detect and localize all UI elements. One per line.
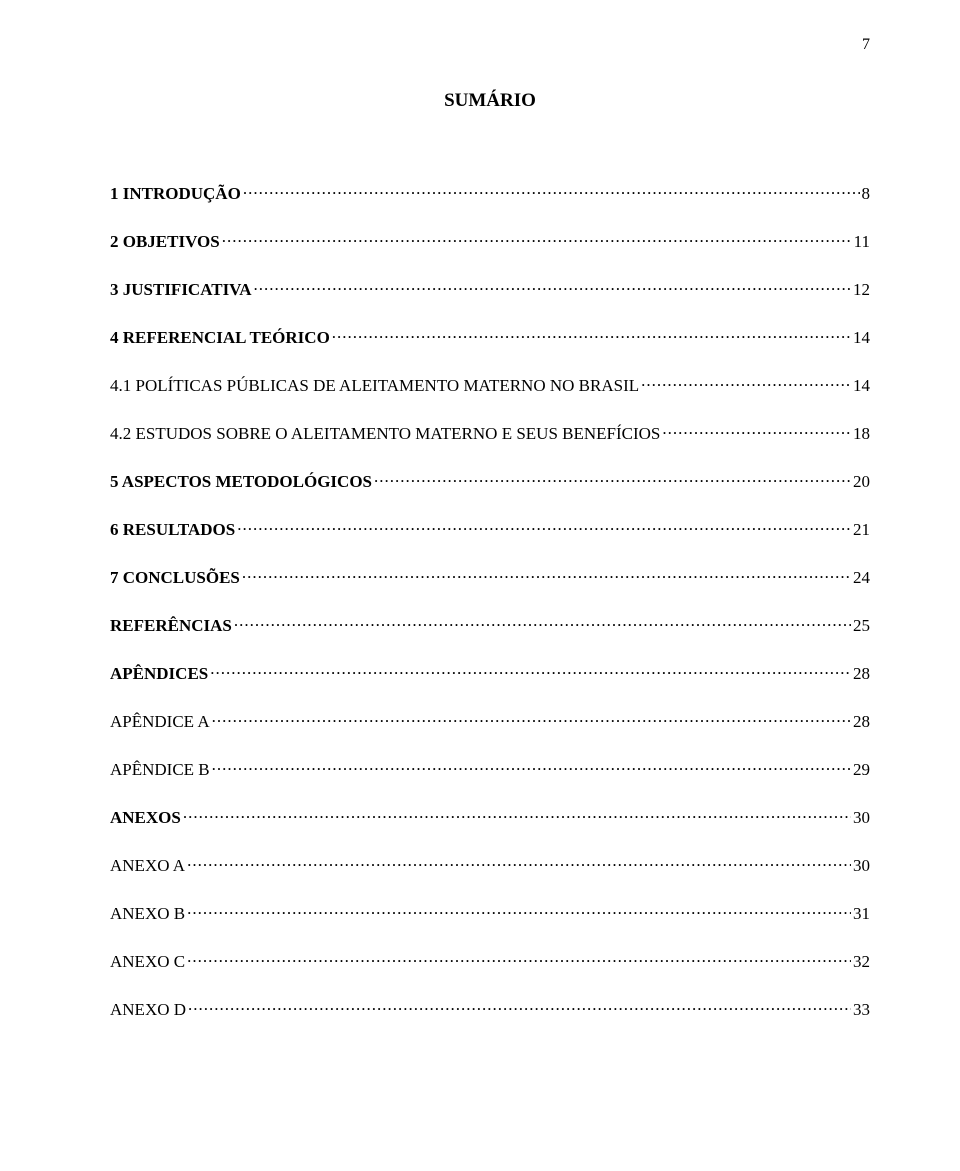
toc-entry: 3 JUSTIFICATIVA 12 <box>110 278 870 300</box>
toc-dots <box>234 614 851 631</box>
toc-entry: 4.2 ESTUDOS SOBRE O ALEITAMENTO MATERNO … <box>110 422 870 444</box>
toc-entry-label: APÊNDICES <box>110 664 208 684</box>
toc-entry: 4 REFERENCIAL TEÓRICO 14 <box>110 326 870 348</box>
toc-entry-page: 21 <box>853 520 870 540</box>
toc-entry: ANEXO A 30 <box>110 854 870 876</box>
toc-entry-label: APÊNDICE A <box>110 712 210 732</box>
toc-entry-label: ANEXO A <box>110 856 185 876</box>
toc-entry: REFERÊNCIAS 25 <box>110 614 870 636</box>
toc-entry: ANEXO D 33 <box>110 998 870 1020</box>
toc-entry-page: 31 <box>853 904 870 924</box>
toc-entry-label: 4 REFERENCIAL TEÓRICO <box>110 328 330 348</box>
toc-entry-label: ANEXO C <box>110 952 185 972</box>
toc-entry-label: 1 INTRODUÇÃO <box>110 184 241 204</box>
toc-entry: 6 RESULTADOS 21 <box>110 518 870 540</box>
toc-entry: APÊNDICE A 28 <box>110 710 870 732</box>
toc-entry: 5 ASPECTOS METODOLÓGICOS 20 <box>110 470 870 492</box>
toc-entry-page: 33 <box>853 1000 870 1020</box>
toc-entry-label: APÊNDICE B <box>110 760 210 780</box>
toc-entry-page: 28 <box>853 664 870 684</box>
toc-dots <box>254 278 851 295</box>
toc-dots <box>183 806 851 823</box>
toc-entry: 2 OBJETIVOS 11 <box>110 230 870 252</box>
toc-entry-page: 29 <box>853 760 870 780</box>
toc-entry-page: 11 <box>854 232 870 252</box>
toc-dots <box>641 374 851 391</box>
toc-entry: ANEXO B 31 <box>110 902 870 924</box>
toc-entry-label: 4.1 POLÍTICAS PÚBLICAS DE ALEITAMENTO MA… <box>110 376 639 396</box>
toc-entry-label: 6 RESULTADOS <box>110 520 235 540</box>
toc-entry-page: 20 <box>853 472 870 492</box>
toc-entry-page: 12 <box>853 280 870 300</box>
toc-entry-page: 8 <box>862 184 871 204</box>
toc-entry-page: 32 <box>853 952 870 972</box>
toc-entry-page: 14 <box>853 328 870 348</box>
toc-dots <box>187 950 851 967</box>
toc-dots <box>187 902 851 919</box>
toc-dots <box>212 758 851 775</box>
toc-entry-page: 24 <box>853 568 870 588</box>
toc-entry-label: ANEXO D <box>110 1000 186 1020</box>
toc-dots <box>187 854 851 871</box>
toc-entry: ANEXO C 32 <box>110 950 870 972</box>
toc-entry-label: 4.2 ESTUDOS SOBRE O ALEITAMENTO MATERNO … <box>110 424 660 444</box>
page-content: SUMÁRIO 1 INTRODUÇÃO 8 2 OBJETIVOS 11 3 JUST… <box>0 0 960 1106</box>
toc-entry-page: 18 <box>853 424 870 444</box>
toc-entry: 7 CONCLUSÕES 24 <box>110 566 870 588</box>
toc-entry-label: 5 ASPECTOS METODOLÓGICOS <box>110 472 372 492</box>
toc-dots <box>332 326 851 343</box>
toc-entry-label: ANEXOS <box>110 808 181 828</box>
toc-dots <box>662 422 851 439</box>
toc-entry-label: ANEXO B <box>110 904 185 924</box>
toc-entry: 4.1 POLÍTICAS PÚBLICAS DE ALEITAMENTO MA… <box>110 374 870 396</box>
toc-entry-page: 14 <box>853 376 870 396</box>
toc-entry: APÊNDICE B 29 <box>110 758 870 780</box>
toc-entry-label: 3 JUSTIFICATIVA <box>110 280 252 300</box>
toc-entry-page: 28 <box>853 712 870 732</box>
toc-entry-label: 2 OBJETIVOS <box>110 232 220 252</box>
toc-entry-page: 30 <box>853 808 870 828</box>
toc-entry: 1 INTRODUÇÃO 8 <box>110 182 870 204</box>
toc-dots <box>237 518 851 535</box>
toc-dots <box>374 470 851 487</box>
table-of-contents: 1 INTRODUÇÃO 8 2 OBJETIVOS 11 3 JUSTIFICATIV… <box>110 182 870 1020</box>
toc-entry-page: 25 <box>853 616 870 636</box>
toc-dots <box>222 230 852 247</box>
toc-dots <box>243 182 860 199</box>
toc-entry: ANEXOS 30 <box>110 806 870 828</box>
toc-title: SUMÁRIO <box>110 90 870 112</box>
toc-entry-label: 7 CONCLUSÕES <box>110 568 240 588</box>
toc-entry-label: REFERÊNCIAS <box>110 616 232 636</box>
toc-dots <box>242 566 851 583</box>
page-number: 7 <box>862 36 870 54</box>
toc-dots <box>212 710 851 727</box>
toc-dots <box>188 998 851 1015</box>
toc-entry-page: 30 <box>853 856 870 876</box>
toc-dots <box>210 662 851 679</box>
toc-entry: APÊNDICES 28 <box>110 662 870 684</box>
